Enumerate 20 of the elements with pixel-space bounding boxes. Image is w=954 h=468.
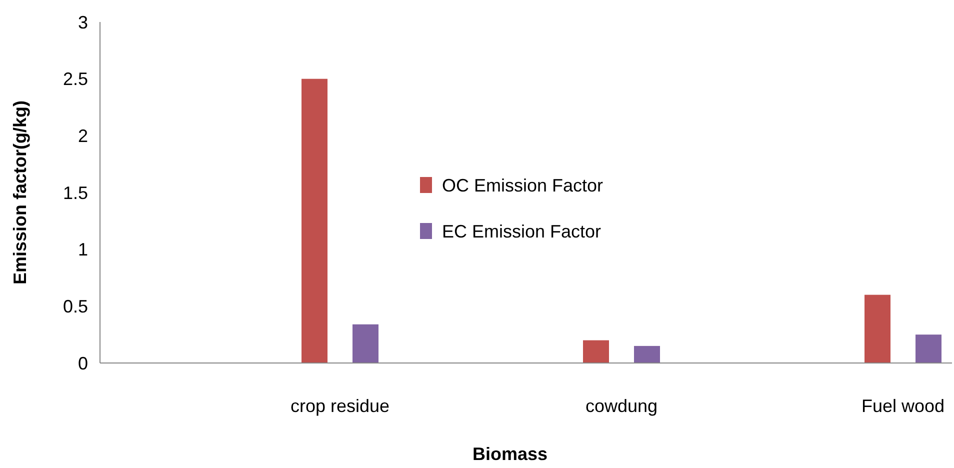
y-tick-label: 0.5 — [62, 296, 88, 316]
bar — [864, 294, 890, 363]
bar — [634, 346, 660, 363]
x-tick-label: crop residue — [290, 396, 390, 416]
legend-label: OC Emission Factor — [442, 175, 604, 196]
x-tick-label: Fuel wood — [861, 396, 945, 416]
y-axis-title: Emission factor(g/kg) — [10, 100, 30, 285]
x-axis-title: Biomass — [472, 444, 548, 464]
y-tick-label: 0 — [78, 353, 88, 374]
x-tick-label: cowdung — [585, 396, 658, 416]
y-tick-label: 1 — [78, 240, 88, 260]
y-tick-label: 3 — [78, 12, 88, 32]
y-tick-label: 2 — [78, 126, 88, 146]
legend-label: EC Emission Factor — [442, 221, 602, 242]
y-tick-label: 2.5 — [62, 69, 88, 90]
bar — [916, 334, 942, 363]
y-tick-label: 1.5 — [62, 182, 88, 203]
bar — [583, 340, 609, 363]
bar — [302, 78, 328, 363]
bar — [352, 324, 378, 363]
